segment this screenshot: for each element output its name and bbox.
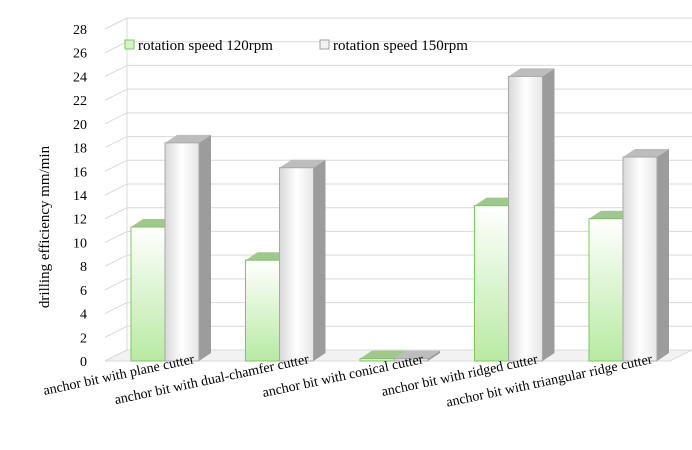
y-tick-label: 28 (73, 23, 87, 38)
y-tick-label: 18 (73, 142, 87, 157)
bar-top (360, 350, 406, 359)
bar-front (474, 205, 509, 362)
bar-front (393, 358, 429, 362)
y-tick-label: 6 (80, 284, 87, 299)
gridline-side (104, 136, 128, 149)
legend-swatch-150rpm (319, 39, 330, 50)
gridline-side (104, 207, 128, 220)
bar-front (588, 218, 624, 362)
bar-front (245, 259, 280, 362)
gridline-side (104, 112, 128, 125)
y-tick-label: 0 (80, 355, 87, 370)
grid-layer (104, 17, 692, 362)
gridline-side (104, 41, 128, 54)
bar-front (279, 167, 314, 362)
gridline-side (104, 302, 128, 315)
bar-top (165, 134, 211, 143)
bar-top (623, 149, 669, 158)
bar-150rpm (279, 159, 326, 362)
gridline-side (104, 159, 128, 172)
bar-150rpm (508, 68, 555, 362)
bar-150rpm (393, 350, 440, 362)
gridline-side (104, 88, 128, 101)
bar-side (199, 134, 211, 361)
bar-top (508, 68, 555, 77)
gridline-side (104, 17, 128, 30)
gridline-side (104, 254, 128, 267)
legend-swatch-120rpm (124, 39, 135, 50)
bar-150rpm (164, 134, 211, 362)
gridline-side (104, 183, 128, 196)
y-tick-label: 10 (73, 236, 87, 251)
y-tick-label: 20 (73, 118, 87, 133)
gridline-side (104, 230, 128, 243)
bars-layer (130, 68, 669, 362)
y-tick-label: 12 (73, 213, 87, 228)
y-tick-label: 2 (80, 331, 87, 346)
bar-front (622, 156, 658, 362)
gridline-side (104, 325, 128, 338)
bar-side (313, 159, 326, 361)
bar-front (130, 226, 166, 362)
bar-top (279, 159, 326, 168)
y-tick-label: 4 (80, 308, 87, 323)
y-tick-label: 14 (73, 189, 87, 204)
y-tick-label: 16 (73, 165, 87, 180)
bar-side (657, 149, 669, 361)
y-tick-label: 26 (73, 47, 87, 62)
bar-top (394, 350, 440, 359)
gridline-side (104, 278, 128, 291)
bar-side (542, 68, 555, 361)
bar-150rpm (622, 149, 669, 362)
bar-front (508, 75, 543, 362)
y-tick-label: 8 (80, 260, 87, 275)
legend-label-150rpm: rotation speed 150rpm (333, 38, 468, 54)
bar-side (428, 350, 440, 361)
legend-label-120rpm: rotation speed 120rpm (138, 38, 273, 54)
bar-front (164, 142, 200, 362)
y-axis-title: drilling efficiency mm/min (37, 145, 53, 308)
y-tick-label: 22 (73, 94, 87, 109)
y-tick-label: 24 (73, 70, 87, 85)
legend: rotation speed 120rpm rotation speed 150… (124, 38, 468, 54)
gridline-side (104, 64, 128, 77)
